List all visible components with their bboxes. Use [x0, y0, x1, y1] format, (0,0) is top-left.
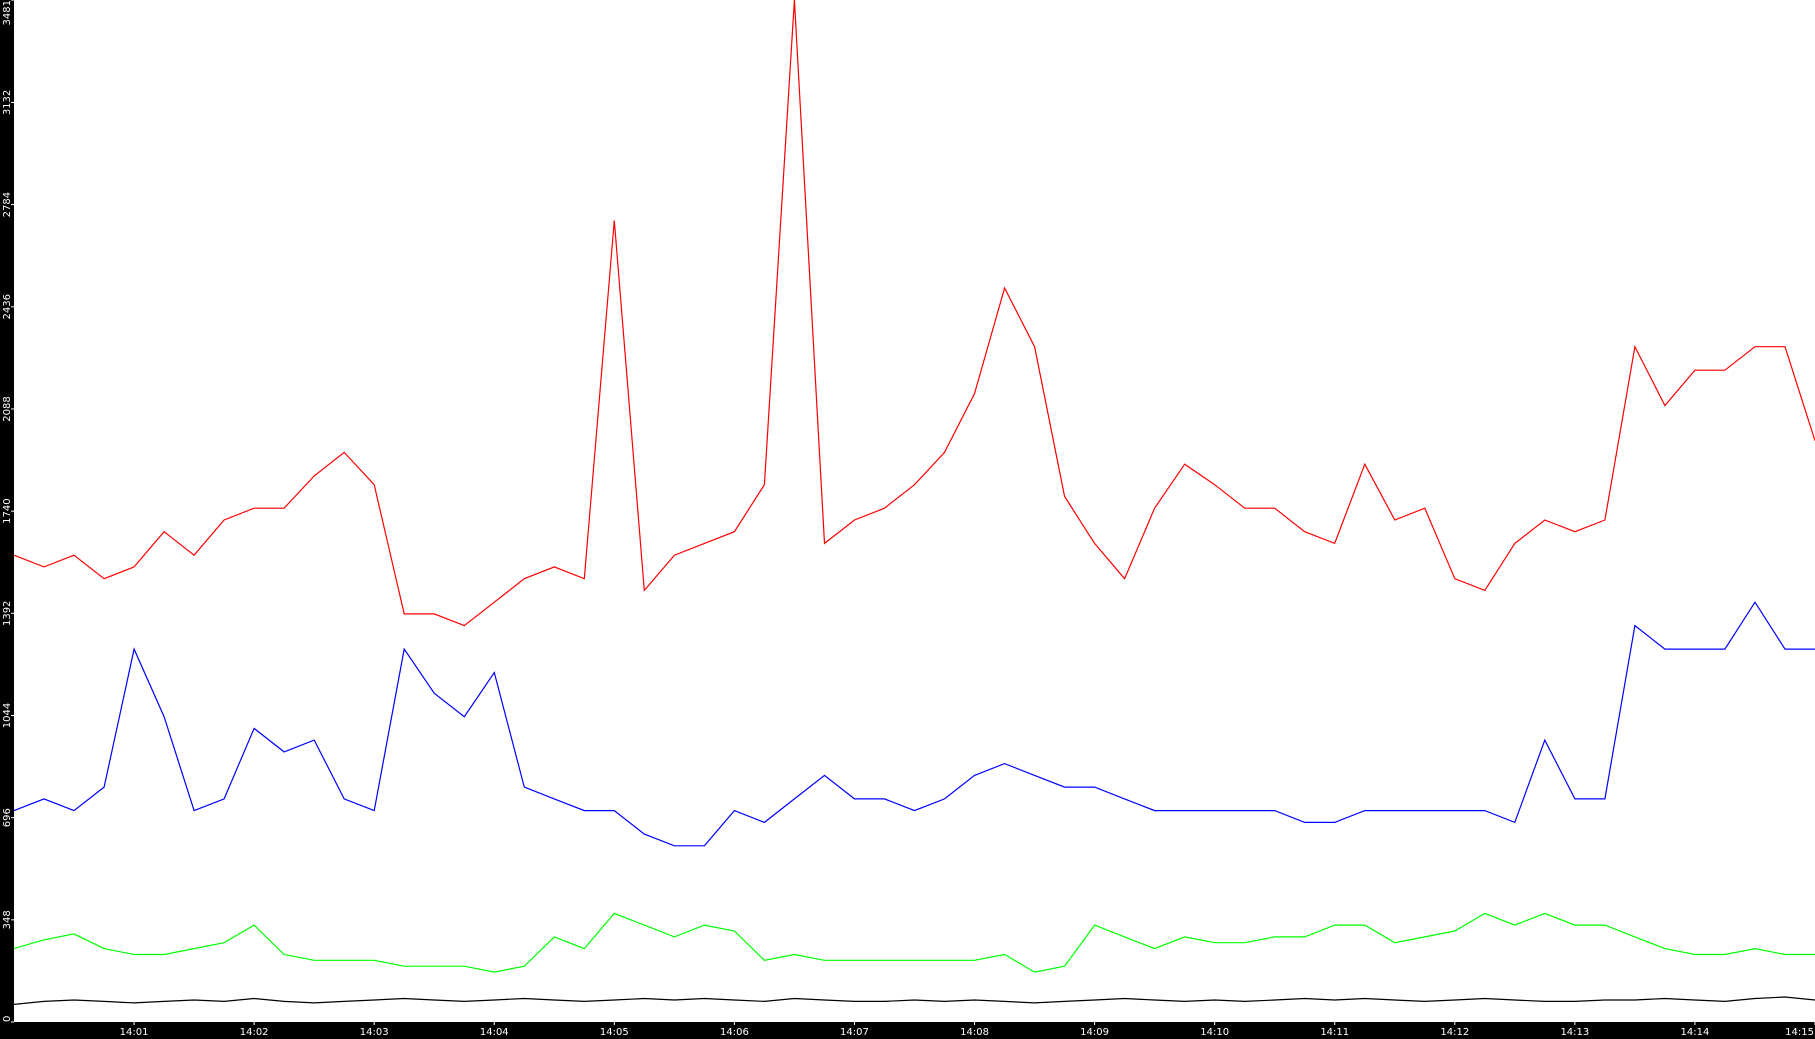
x-tick-label: 14:04 — [480, 1027, 509, 1038]
x-tick-label: 14:10 — [1200, 1027, 1229, 1038]
x-tick-label: 14:12 — [1440, 1027, 1469, 1038]
series-line — [13, 0, 1815, 627]
x-tick-label: 14:13 — [1560, 1027, 1589, 1038]
y-tick-label: 2088 — [2, 396, 13, 421]
x-tick-label: 14:08 — [960, 1027, 989, 1038]
y-tick-label: 2784 — [2, 192, 13, 217]
y-tick-label: 348 — [2, 910, 13, 929]
x-axis-strip — [0, 1022, 1815, 1039]
x-tick-label: 14:05 — [600, 1027, 629, 1038]
y-axis-strip — [0, 0, 14, 1039]
y-tick-label: 1044 — [2, 703, 13, 728]
x-tick-label: 14:06 — [720, 1027, 749, 1038]
series-line — [13, 996, 1815, 1005]
x-tick-label: 14:01 — [120, 1027, 149, 1038]
x-tick-label: 14:09 — [1080, 1027, 1109, 1038]
y-tick-label: 3481 — [2, 0, 13, 25]
y-tick-label: 3132 — [2, 90, 13, 115]
y-tick-label: 1740 — [2, 498, 13, 523]
series-line — [13, 912, 1815, 973]
x-tick-label: 14:15 — [1785, 1027, 1814, 1038]
x-tick-label: 14:14 — [1681, 1027, 1710, 1038]
y-tick-label: 0 — [2, 1016, 13, 1022]
y-tick-label: 2436 — [2, 294, 13, 319]
x-tick-label: 14:07 — [840, 1027, 869, 1038]
y-tick-label: 1392 — [2, 601, 13, 626]
x-tick-label: 14:11 — [1320, 1027, 1349, 1038]
y-tick-label: 696 — [2, 808, 13, 827]
x-tick-label: 14:03 — [360, 1027, 389, 1038]
x-tick-label: 14:02 — [240, 1027, 269, 1038]
series-line — [13, 601, 1815, 847]
